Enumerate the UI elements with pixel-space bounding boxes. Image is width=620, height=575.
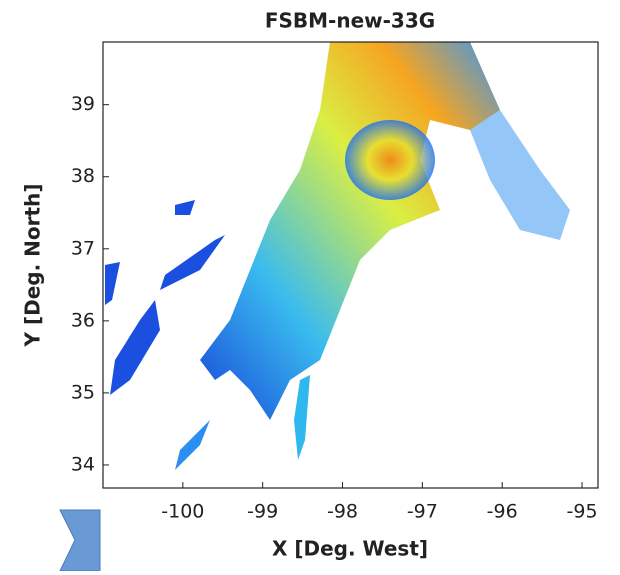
y-tick-label: 37 [71, 237, 95, 259]
x-tick-label: -95 [567, 501, 598, 523]
chart-title: FSBM-new-33G [265, 9, 435, 33]
x-tick-label: -98 [327, 501, 358, 523]
y-tick-label: 39 [71, 93, 95, 115]
x-tick-label: -96 [487, 501, 518, 523]
x-tick-label: -99 [247, 501, 278, 523]
y-tick-label: 34 [71, 453, 95, 475]
x-tick-label: -97 [407, 501, 438, 523]
arrow-shape [59, 509, 101, 572]
y-tick-label: 38 [71, 165, 95, 187]
y-tick-label: 36 [71, 309, 95, 331]
y-tick-label: 35 [71, 381, 95, 403]
plot-frame [102, 41, 599, 489]
x-tick-label: -100 [161, 501, 204, 523]
radar-field [105, 42, 570, 470]
x-axis-label: X [Deg. West] [272, 537, 428, 561]
y-axis-label: Y [Deg. North] [21, 184, 45, 348]
